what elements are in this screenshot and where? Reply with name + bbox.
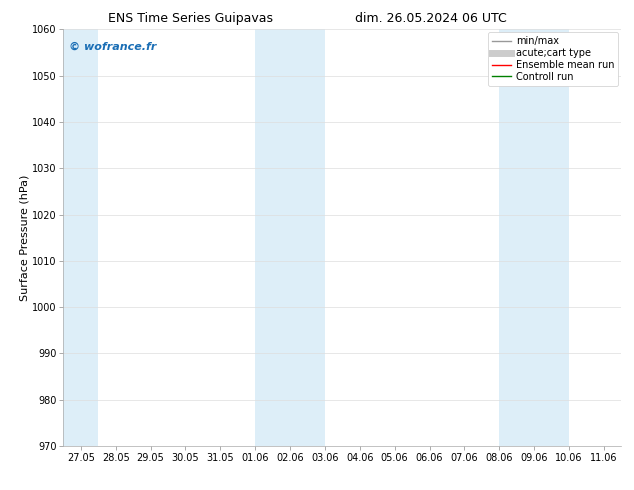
Text: © wofrance.fr: © wofrance.fr — [69, 42, 157, 52]
Text: ENS Time Series Guipavas: ENS Time Series Guipavas — [108, 12, 273, 25]
Text: dim. 26.05.2024 06 UTC: dim. 26.05.2024 06 UTC — [355, 12, 507, 25]
Bar — [255, 29, 325, 446]
Legend: min/max, acute;cart type, Ensemble mean run, Controll run: min/max, acute;cart type, Ensemble mean … — [488, 32, 618, 86]
Bar — [63, 29, 98, 446]
Bar — [500, 29, 569, 446]
Y-axis label: Surface Pressure (hPa): Surface Pressure (hPa) — [19, 174, 29, 301]
